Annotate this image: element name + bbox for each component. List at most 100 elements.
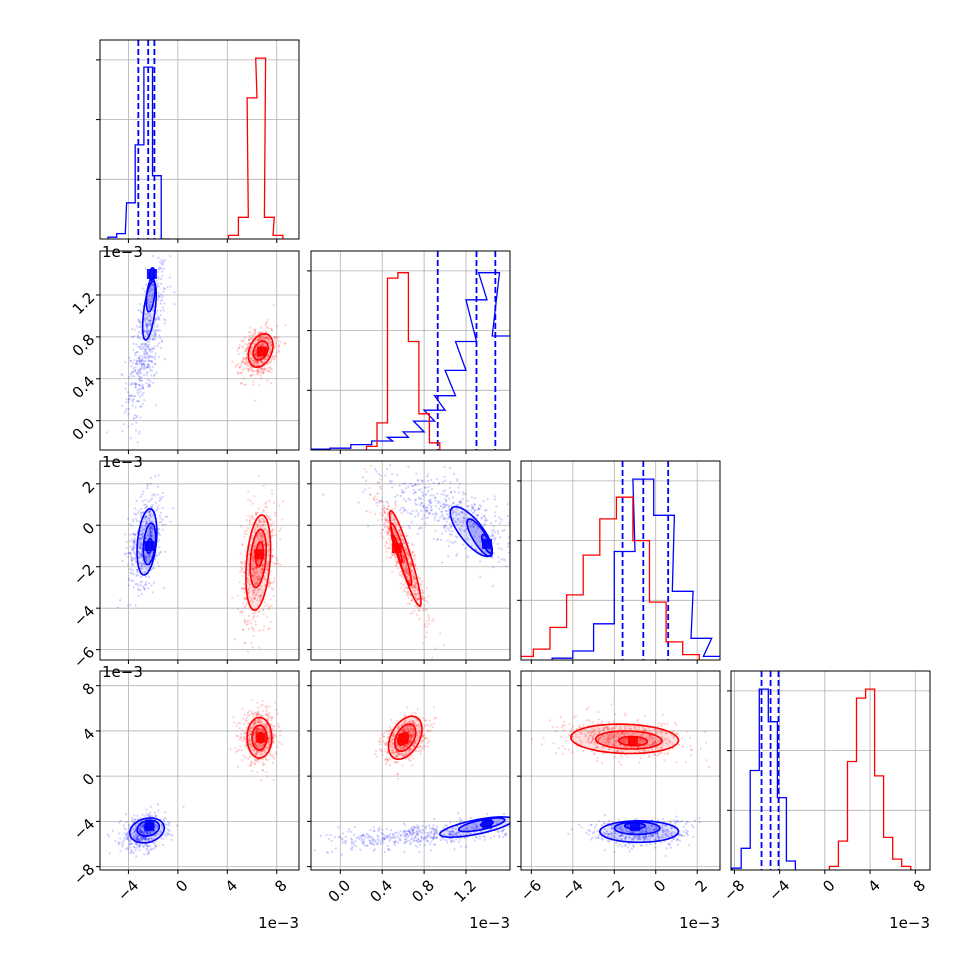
sample-point: [251, 627, 254, 630]
sample-point: [252, 545, 255, 548]
sample-point: [403, 568, 406, 571]
sample-point: [132, 580, 135, 583]
sample-point: [258, 336, 261, 339]
sample-point: [351, 838, 354, 842]
sample-point: [278, 530, 281, 533]
sample-point: [381, 828, 384, 832]
sample-point: [403, 491, 406, 494]
sample-point: [434, 505, 438, 508]
sample-point: [270, 716, 274, 720]
sample-point: [259, 336, 262, 339]
sample-point: [406, 592, 409, 595]
sample-point: [426, 516, 429, 519]
sample-point: [160, 339, 163, 342]
sample-point: [137, 318, 140, 321]
sample-point: [367, 835, 370, 839]
sample-point: [253, 328, 256, 332]
sample-point: [241, 628, 245, 631]
sample-point: [272, 561, 275, 565]
sample-point: [404, 824, 407, 827]
sample-point: [240, 382, 243, 385]
sample-point: [142, 525, 145, 528]
sample-point: [255, 744, 258, 747]
sample-point: [360, 837, 363, 840]
sample-point: [240, 561, 243, 564]
sample-point: [146, 534, 149, 537]
sample-point: [139, 368, 143, 371]
sample-point: [516, 534, 518, 536]
sample-point: [259, 374, 262, 377]
sample-point: [147, 378, 150, 381]
sample-point: [136, 833, 139, 836]
sample-point: [126, 836, 129, 840]
sample-point: [436, 538, 439, 542]
contour-line: [449, 505, 494, 558]
sample-point: [132, 546, 135, 550]
sample-point: [142, 562, 145, 565]
sample-point: [414, 594, 417, 597]
contour-line: [249, 528, 267, 589]
sample-point: [128, 356, 131, 359]
sample-point: [493, 495, 496, 498]
sample-point: [260, 721, 263, 724]
sample-point: [130, 556, 133, 559]
sample-point: [256, 727, 259, 731]
sample-point: [385, 542, 388, 545]
sample-point: [253, 570, 256, 573]
sample-point: [253, 531, 256, 534]
sample-point: [270, 529, 273, 532]
sample-point: [249, 516, 252, 520]
sample-point: [254, 593, 257, 596]
sample-point: [244, 349, 247, 352]
sample-point: [141, 383, 144, 386]
sample-point: [254, 719, 257, 722]
sample-point: [466, 499, 469, 503]
sample-point: [251, 517, 254, 520]
sample-point: [478, 504, 481, 507]
sample-point: [253, 369, 256, 373]
sample-point: [139, 309, 142, 312]
sample-point: [273, 729, 276, 732]
sample-point: [142, 832, 146, 835]
sample-point: [261, 535, 264, 539]
sample-point: [130, 359, 133, 362]
sample-point: [139, 546, 143, 549]
sample-point: [413, 609, 416, 612]
sample-point: [414, 483, 417, 486]
sample-point: [385, 547, 388, 550]
sample-point: [260, 335, 263, 338]
sample-point: [251, 575, 254, 578]
sample-point: [469, 520, 472, 523]
sample-point: [466, 537, 470, 541]
sample-point: [266, 543, 270, 547]
sample-point: [144, 348, 147, 351]
sample-point: [268, 582, 271, 585]
sample-point: [131, 831, 134, 835]
sample-point: [254, 743, 257, 746]
sample-point: [406, 571, 409, 574]
sample-point: [147, 839, 150, 842]
sample-point: [241, 611, 244, 615]
sample-point: [250, 760, 253, 763]
sample-point: [272, 588, 275, 591]
sample-point: [133, 558, 137, 561]
sample-point: [134, 507, 137, 510]
sample-point: [135, 846, 138, 850]
sample-point: [389, 481, 392, 484]
sample-point: [397, 832, 400, 835]
sample-point: [136, 835, 139, 838]
sample-point: [157, 291, 160, 295]
sample-point: [240, 586, 243, 590]
sample-point: [148, 519, 151, 522]
sample-point: [250, 726, 253, 730]
sample-point: [138, 828, 141, 831]
sample-point: [274, 753, 277, 756]
sample-point: [133, 546, 136, 549]
sample-point: [250, 699, 253, 702]
sample-point: [242, 377, 245, 380]
sample-point: [272, 740, 275, 744]
sample-point: [434, 529, 437, 532]
sample-point: [135, 838, 138, 841]
sample-point: [138, 320, 141, 323]
sample-point: [149, 482, 152, 485]
